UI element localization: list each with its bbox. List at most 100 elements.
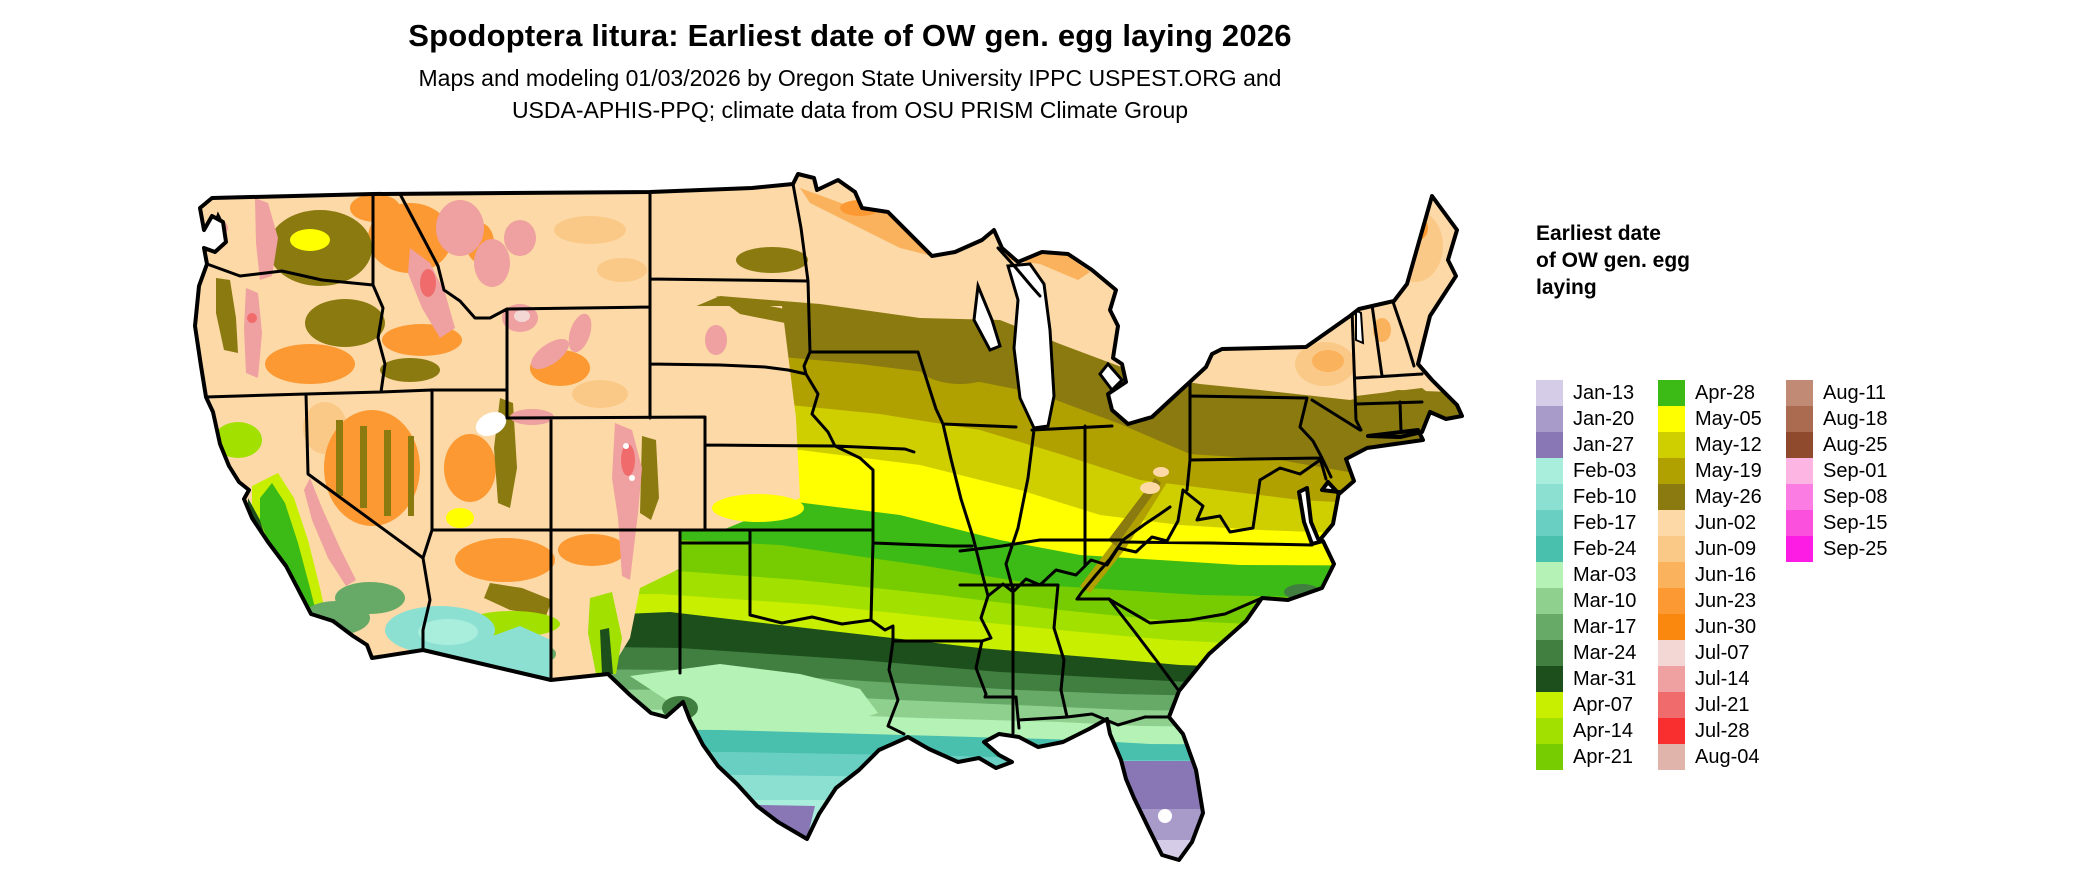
legend-label: Jul-14 <box>1695 667 1750 690</box>
legend-label: Mar-03 <box>1573 563 1637 586</box>
legend-swatch <box>1786 510 1813 536</box>
legend-swatch <box>1786 432 1813 458</box>
legend-swatch <box>1658 380 1685 406</box>
legend-swatch <box>1658 432 1685 458</box>
legend-label: Aug-11 <box>1823 381 1887 404</box>
legend-label: Mar-10 <box>1573 589 1637 612</box>
legend-label: Jan-27 <box>1573 433 1635 456</box>
legend-row: Aug-18 <box>1786 406 1888 432</box>
legend-row: Sep-25 <box>1786 536 1888 562</box>
legend-swatch <box>1786 380 1813 406</box>
lake-michigan <box>1006 262 1056 430</box>
legend-row: Feb-17 <box>1536 510 1636 536</box>
legend-row: Apr-14 <box>1536 718 1636 744</box>
legend-label: Sep-08 <box>1823 485 1888 508</box>
legend-label: May-19 <box>1695 459 1762 482</box>
lake-champlain <box>1355 308 1365 345</box>
legend-row: Mar-17 <box>1536 614 1636 640</box>
legend-label: Mar-24 <box>1573 641 1637 664</box>
us-outline <box>193 172 1464 862</box>
legend-label: Jul-21 <box>1695 693 1750 716</box>
legend-label: Apr-21 <box>1573 745 1634 768</box>
legend-row: May-12 <box>1658 432 1762 458</box>
great-lakes <box>215 211 1365 823</box>
legend-swatch <box>1536 718 1563 744</box>
us-map <box>160 168 1500 888</box>
legend-swatch <box>1658 744 1685 770</box>
legend-row: Apr-07 <box>1536 692 1636 718</box>
legend-swatch <box>1786 406 1813 432</box>
legend-label: Jun-16 <box>1695 563 1757 586</box>
legend-row: Feb-24 <box>1536 536 1636 562</box>
legend-row: Jun-23 <box>1658 588 1762 614</box>
legend-swatch <box>1536 562 1563 588</box>
legend-label: Apr-07 <box>1573 693 1634 716</box>
legend-label: Mar-31 <box>1573 667 1637 690</box>
legend-label: Mar-17 <box>1573 615 1637 638</box>
legend-label: Feb-03 <box>1573 459 1637 482</box>
legend-label: Feb-10 <box>1573 485 1637 508</box>
legend-label: Sep-15 <box>1823 511 1888 534</box>
legend-label: May-26 <box>1695 485 1762 508</box>
lake-okeechobee <box>1158 809 1172 823</box>
legend-row: Jul-28 <box>1658 718 1762 744</box>
subtitle-line-2: USDA-APHIS-PPQ; climate data from OSU PR… <box>511 97 1189 123</box>
legend-swatch <box>1536 744 1563 770</box>
legend-row: Mar-10 <box>1536 588 1636 614</box>
legend-row: Jan-20 <box>1536 406 1636 432</box>
legend-row: Apr-21 <box>1536 744 1636 770</box>
legend-row: Jan-27 <box>1536 432 1636 458</box>
legend-row: Jun-09 <box>1658 536 1762 562</box>
great-salt-lake <box>475 411 507 437</box>
legend-column-3: Aug-11 Aug-18 Aug-25 Sep-01 Sep-08 Sep-15 Sep-… <box>1786 380 1888 562</box>
legend-row: Feb-10 <box>1536 484 1636 510</box>
legend-label: May-12 <box>1695 433 1762 456</box>
legend-swatch <box>1536 640 1563 666</box>
legend-swatch <box>1658 640 1685 666</box>
legend-swatch <box>1536 510 1563 536</box>
legend-swatch <box>1536 484 1563 510</box>
legend-swatch <box>1658 484 1685 510</box>
green-bay <box>972 280 1002 352</box>
us-map-svg <box>193 172 1464 862</box>
legend-row: Jun-30 <box>1658 614 1762 640</box>
legend-swatch <box>1536 614 1563 640</box>
legend-column-1: Jan-13 Jan-20 Jan-27 Feb-03 Feb-10 Feb-17 Feb-… <box>1536 380 1636 770</box>
legend-swatch <box>1536 666 1563 692</box>
legend-swatch <box>1658 562 1685 588</box>
legend-swatch <box>1536 458 1563 484</box>
legend-row: Apr-28 <box>1658 380 1762 406</box>
legend-row: Mar-24 <box>1536 640 1636 666</box>
legend-label: Jan-13 <box>1573 381 1635 404</box>
legend-label: May-05 <box>1695 407 1762 430</box>
legend-label: Feb-24 <box>1573 537 1637 560</box>
subtitle-line-1: Maps and modeling 01/03/2026 by Oregon S… <box>418 65 1282 91</box>
legend-label: Aug-18 <box>1823 407 1888 430</box>
legend-swatch <box>1658 510 1685 536</box>
legend-row: Jul-14 <box>1658 666 1762 692</box>
legend-swatch <box>1536 432 1563 458</box>
legend-swatch <box>1786 484 1813 510</box>
legend-row: Feb-03 <box>1536 458 1636 484</box>
legend-row: Sep-15 <box>1786 510 1888 536</box>
legend-label: Aug-04 <box>1695 745 1760 768</box>
legend-label: Feb-17 <box>1573 511 1637 534</box>
legend-label: Jun-30 <box>1695 615 1757 638</box>
legend-swatch <box>1786 458 1813 484</box>
legend-label: Jul-28 <box>1695 719 1750 742</box>
legend-row: May-05 <box>1658 406 1762 432</box>
legend-row: Jun-16 <box>1658 562 1762 588</box>
legend-label: Apr-14 <box>1573 719 1634 742</box>
legend-swatch <box>1536 692 1563 718</box>
legend-label: Apr-28 <box>1695 381 1756 404</box>
legend-label: Jul-07 <box>1695 641 1750 664</box>
legend-row: Jan-13 <box>1536 380 1636 406</box>
legend-row: Jun-02 <box>1658 510 1762 536</box>
legend-swatch <box>1786 536 1813 562</box>
legend-label: Jan-20 <box>1573 407 1635 430</box>
legend-label: Sep-01 <box>1823 459 1888 482</box>
legend-swatch <box>1658 666 1685 692</box>
subtitle: Maps and modeling 01/03/2026 by Oregon S… <box>0 62 1700 126</box>
legend-label: Jun-09 <box>1695 537 1757 560</box>
